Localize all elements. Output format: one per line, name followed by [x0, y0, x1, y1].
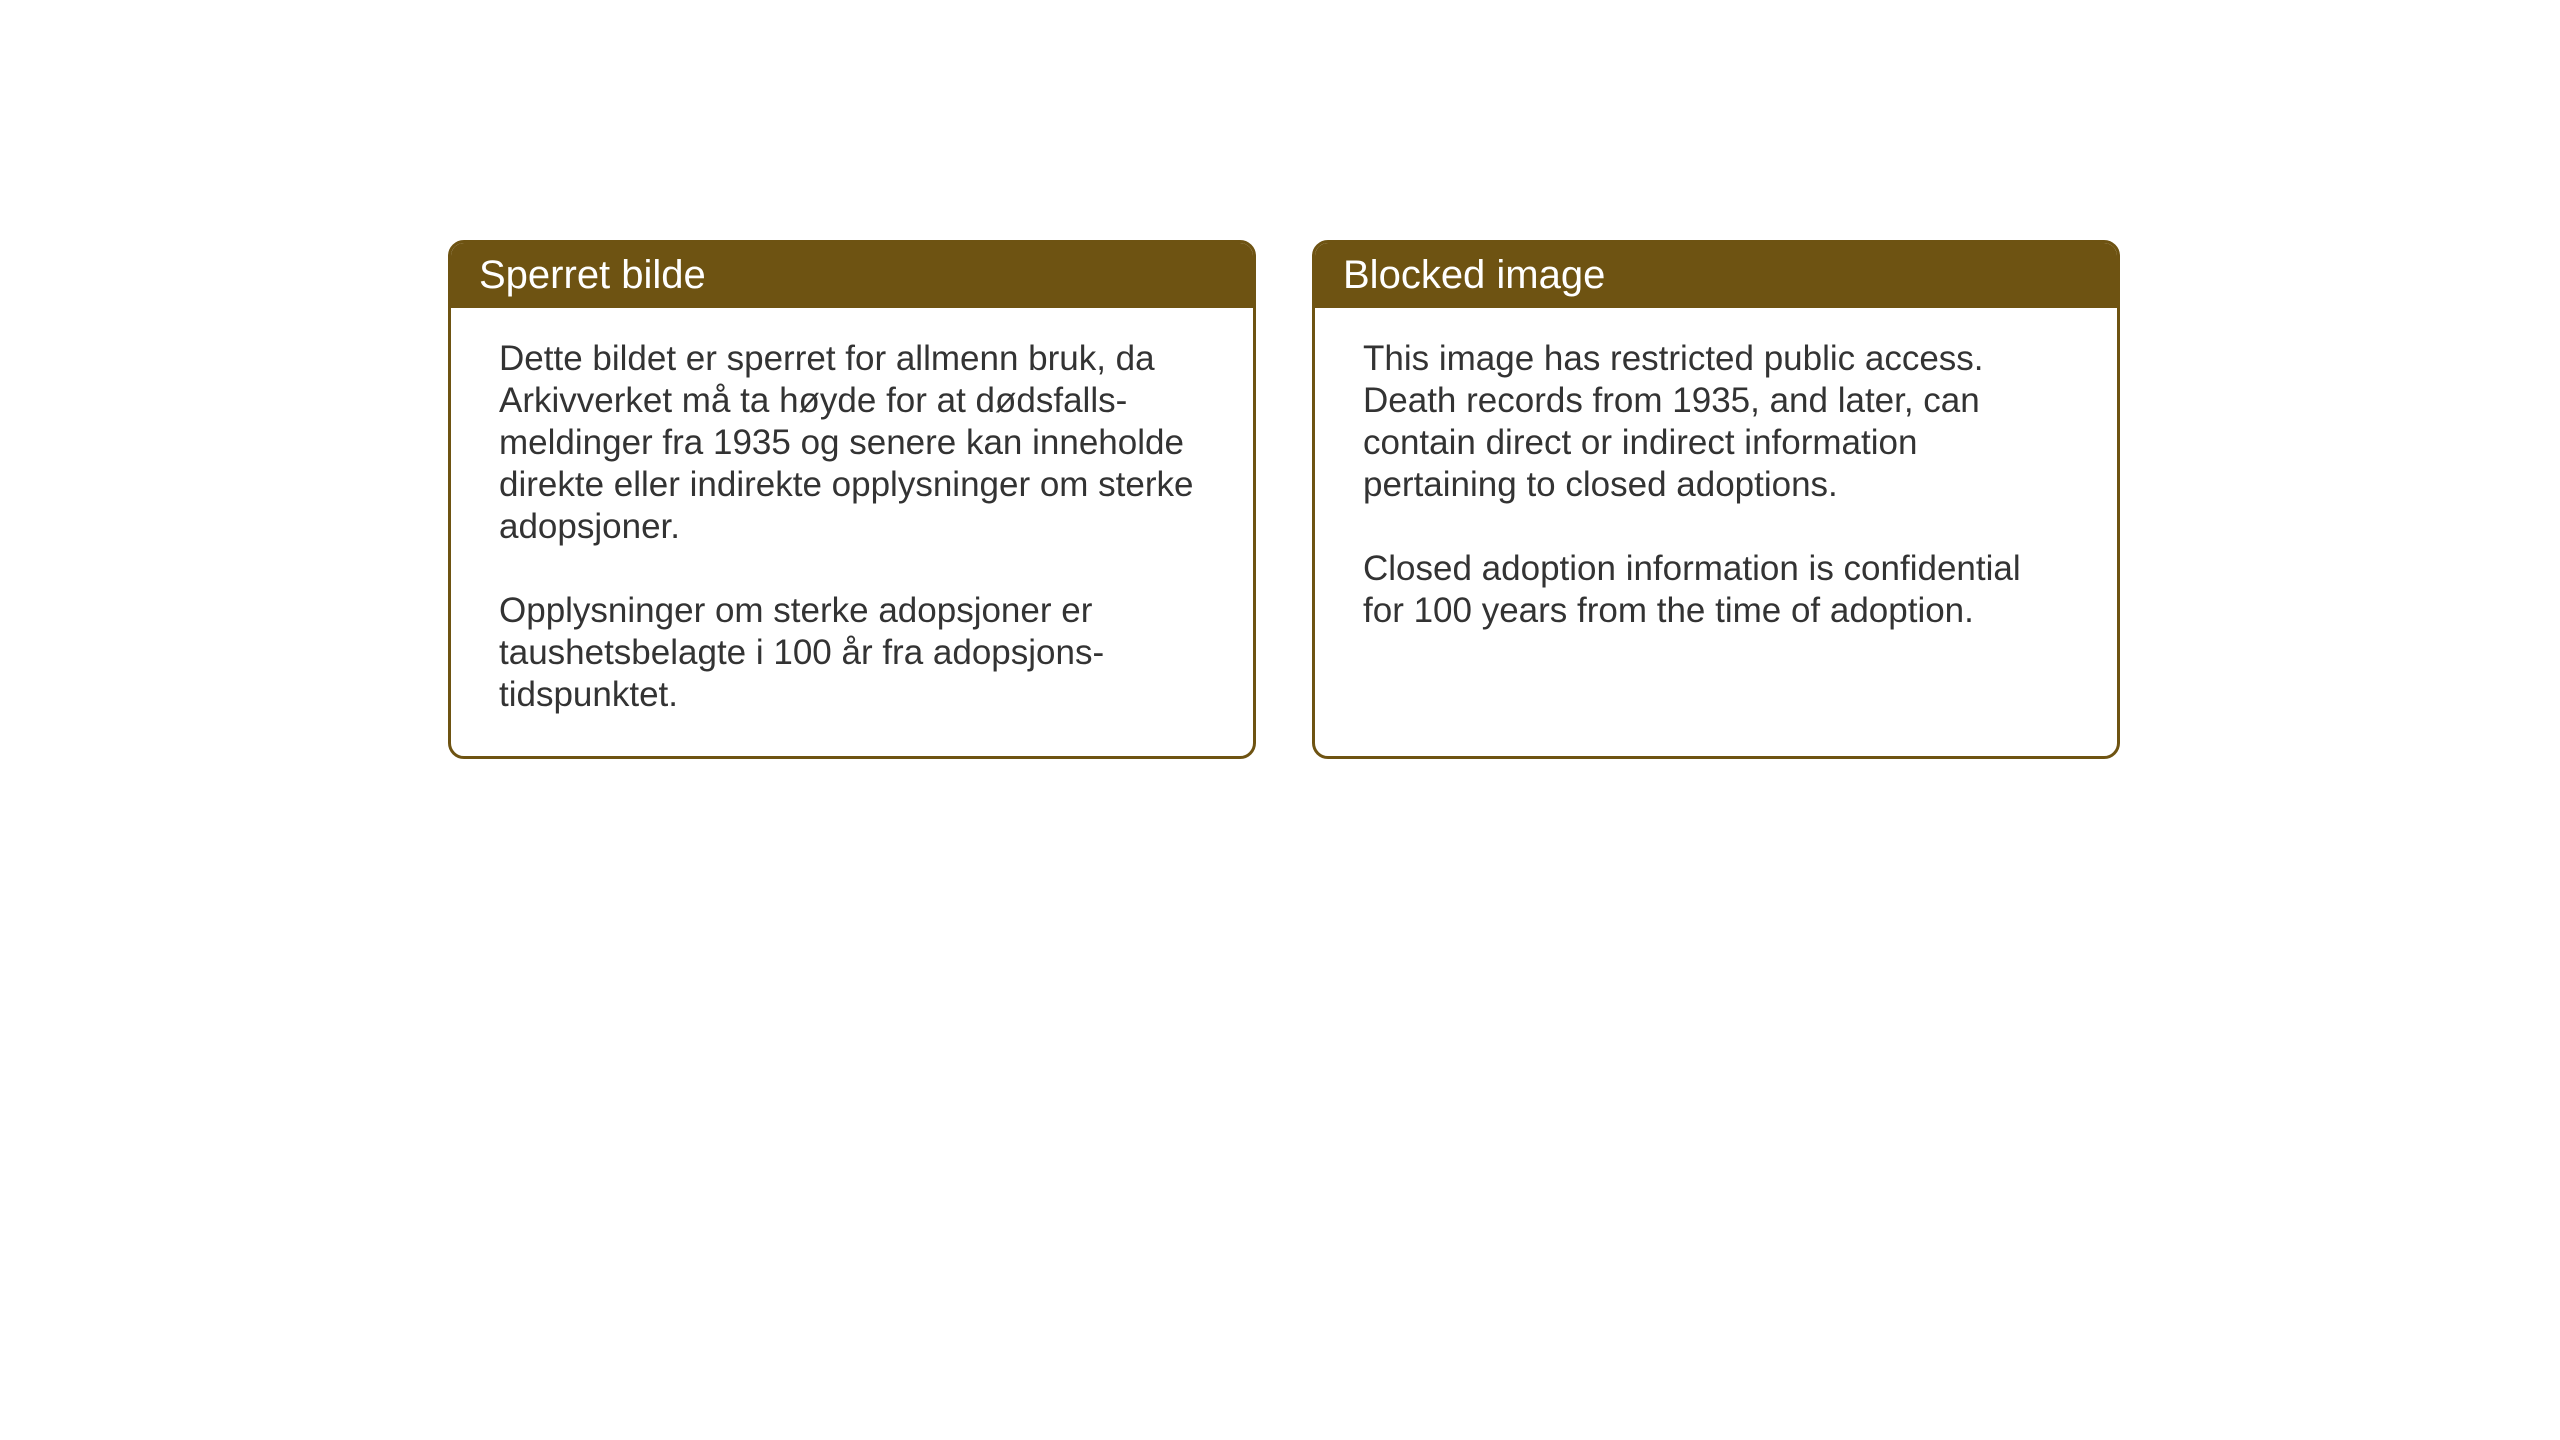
- norwegian-card-body: Dette bildet er sperret for allmenn bruk…: [451, 308, 1253, 756]
- english-card-title: Blocked image: [1315, 243, 2117, 308]
- english-paragraph-1: This image has restricted public access.…: [1363, 338, 2069, 506]
- notice-container: Sperret bilde Dette bildet er sperret fo…: [0, 0, 2560, 759]
- english-card-body: This image has restricted public access.…: [1315, 308, 2117, 748]
- norwegian-card-title: Sperret bilde: [451, 243, 1253, 308]
- norwegian-paragraph-1: Dette bildet er sperret for allmenn bruk…: [499, 338, 1205, 548]
- english-paragraph-2: Closed adoption information is confident…: [1363, 548, 2069, 632]
- norwegian-paragraph-2: Opplysninger om sterke adopsjoner er tau…: [499, 590, 1205, 716]
- norwegian-card: Sperret bilde Dette bildet er sperret fo…: [448, 240, 1256, 759]
- english-card: Blocked image This image has restricted …: [1312, 240, 2120, 759]
